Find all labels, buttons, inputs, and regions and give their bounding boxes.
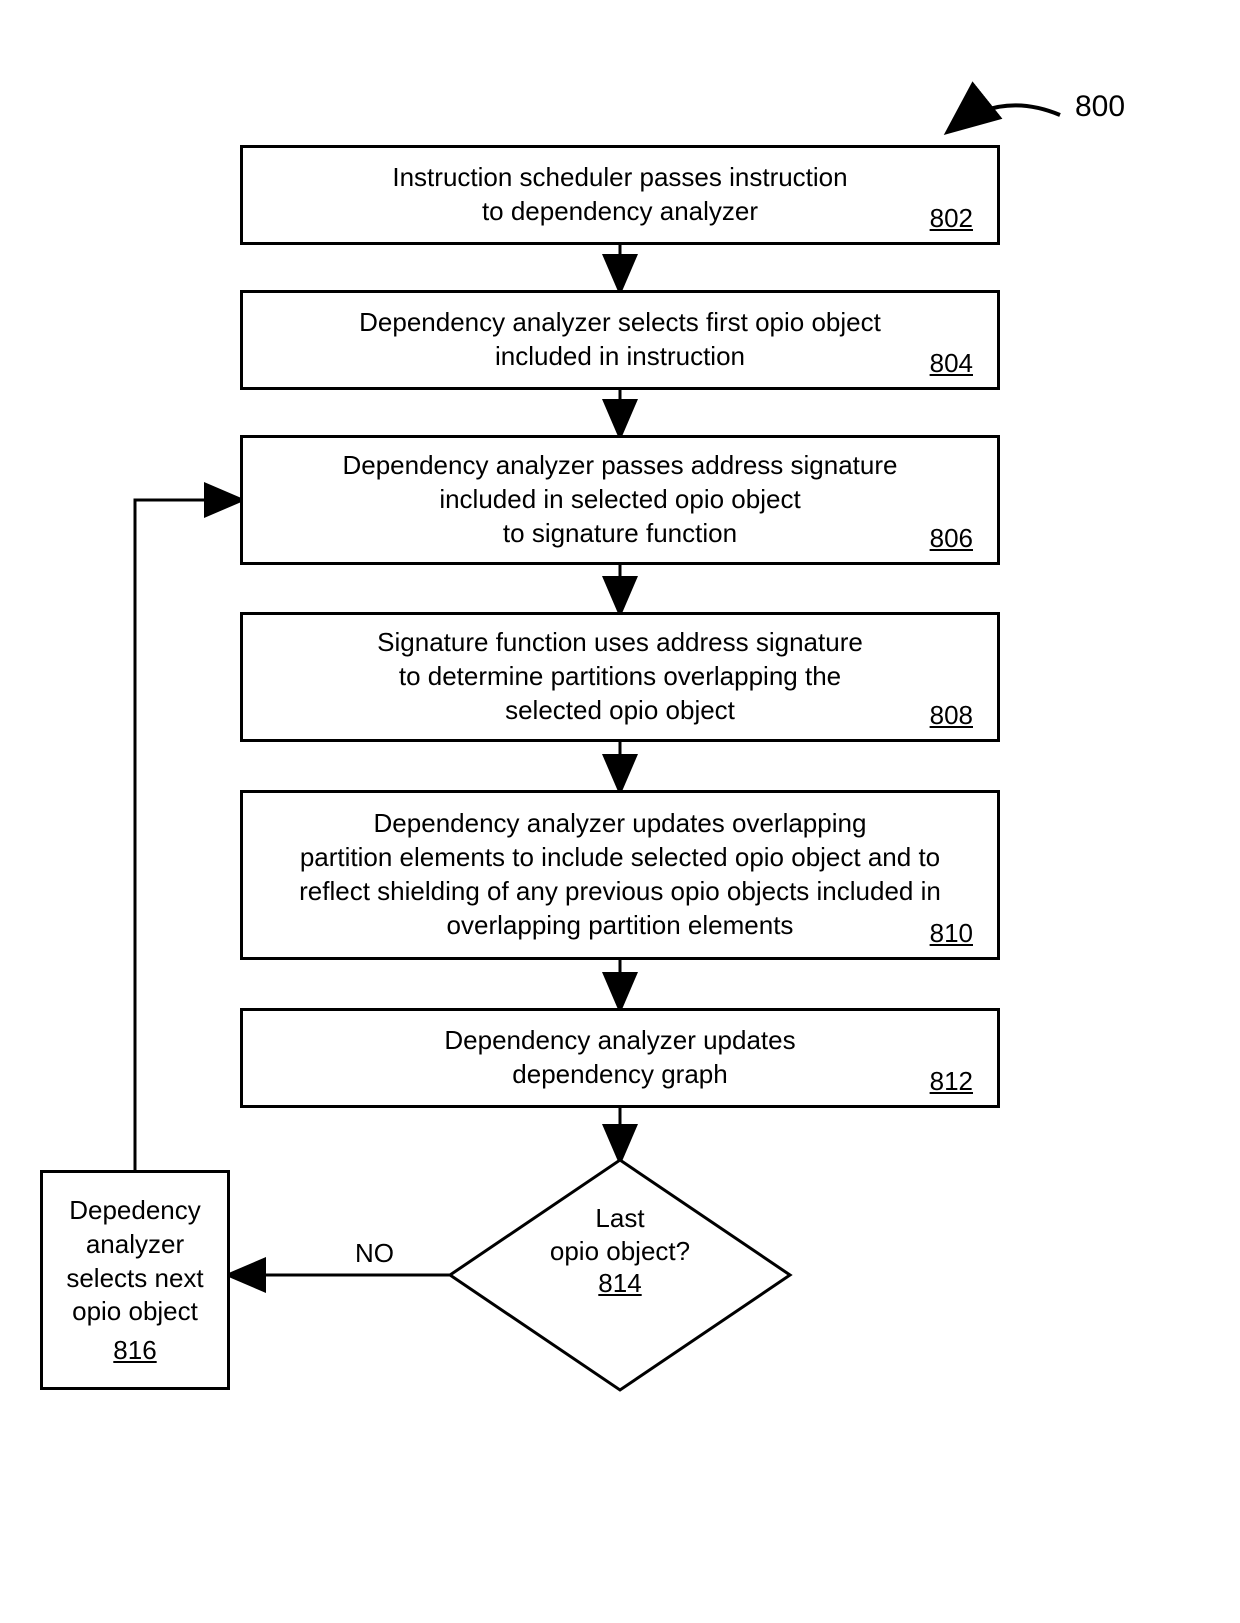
flowchart-node-n812: Dependency analyzer updatesdependency gr… — [240, 1008, 1000, 1108]
flowchart-decision-d814: Lastopio object?814 — [450, 1160, 790, 1390]
flowchart-node-n808: Signature function uses address signatur… — [240, 612, 1000, 742]
node-number: 810 — [930, 918, 973, 949]
node-number: 802 — [930, 203, 973, 234]
flowchart-node-n802: Instruction scheduler passes instruction… — [240, 145, 1000, 245]
decision-no-label: NO — [355, 1238, 394, 1269]
node-text: Dependency analyzer selects first opio o… — [359, 306, 881, 374]
figure-ref-label: 800 — [1075, 90, 1125, 124]
decision-number: 814 — [598, 1268, 641, 1298]
node-number: 804 — [930, 348, 973, 379]
node-text: Depedencyanalyzerselects nextopio object — [66, 1194, 203, 1329]
flowchart-node-n806: Dependency analyzer passes address signa… — [240, 435, 1000, 565]
node-text: Instruction scheduler passes instruction… — [392, 161, 847, 229]
node-text: Dependency analyzer updatesdependency gr… — [444, 1024, 795, 1092]
node-number: 812 — [930, 1066, 973, 1097]
node-number: 806 — [930, 523, 973, 554]
node-text: Signature function uses address signatur… — [377, 626, 863, 727]
node-number: 816 — [113, 1335, 156, 1366]
flowchart-node-n810: Dependency analyzer updates overlappingp… — [240, 790, 1000, 960]
flowchart-node-n804: Dependency analyzer selects first opio o… — [240, 290, 1000, 390]
node-text: Dependency analyzer updates overlappingp… — [299, 807, 941, 942]
node-number: 808 — [930, 700, 973, 731]
flowchart-node-n816: Depedencyanalyzerselects nextopio object… — [40, 1170, 230, 1390]
node-text: Dependency analyzer passes address signa… — [342, 449, 897, 550]
decision-text: Lastopio object?814 — [450, 1202, 790, 1300]
